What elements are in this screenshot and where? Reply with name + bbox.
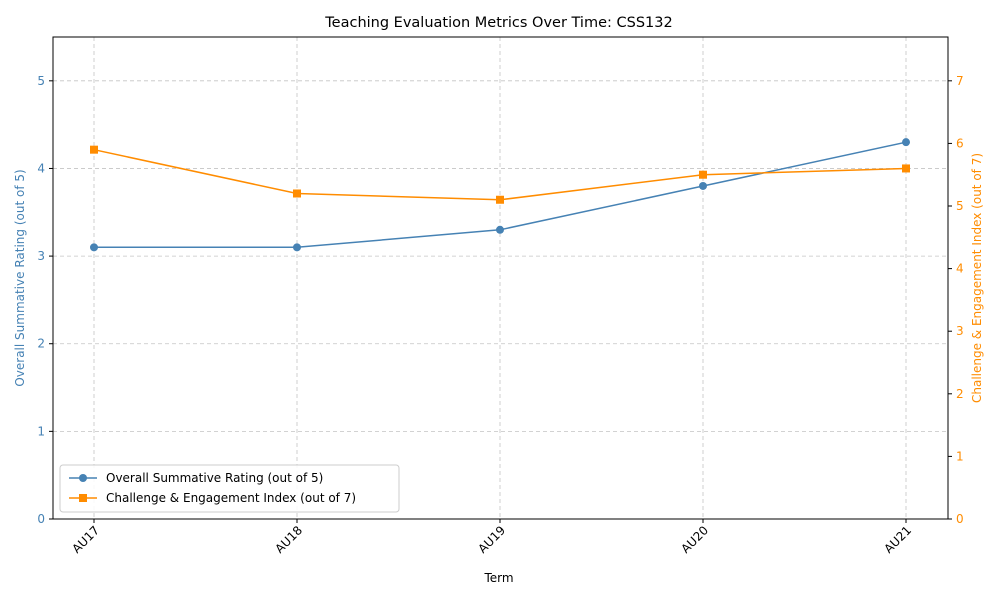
right-tick-label: 5 bbox=[956, 199, 964, 213]
right-tick-label: 2 bbox=[956, 387, 964, 401]
legend-label-rating: Overall Summative Rating (out of 5) bbox=[106, 471, 323, 485]
left-tick-label: 0 bbox=[37, 512, 45, 526]
right-tick-label: 4 bbox=[956, 262, 964, 276]
data-point-challenge bbox=[699, 170, 707, 179]
data-point-rating bbox=[699, 181, 707, 190]
x-tick-label: AU17 bbox=[69, 523, 102, 556]
right-axis: 0 1 2 3 4 5 6 7 bbox=[948, 74, 964, 526]
left-tick-label: 2 bbox=[37, 337, 45, 351]
data-point-rating bbox=[496, 225, 504, 234]
x-tick-label: AU21 bbox=[881, 523, 914, 556]
right-tick-label: 3 bbox=[956, 324, 964, 338]
legend-box bbox=[59, 464, 400, 513]
right-tick-label: 0 bbox=[956, 512, 964, 526]
data-point-challenge bbox=[293, 189, 301, 198]
data-point-rating bbox=[293, 243, 301, 252]
right-tick-label: 6 bbox=[956, 136, 964, 150]
data-point-challenge bbox=[496, 195, 504, 204]
right-tick-label: 7 bbox=[956, 74, 964, 88]
left-tick-label: 4 bbox=[37, 161, 45, 175]
x-axis-label: Term bbox=[483, 571, 513, 585]
left-axis: 0 1 2 3 4 5 bbox=[37, 74, 53, 526]
plot-frame bbox=[52, 36, 949, 520]
data-point-rating bbox=[90, 243, 98, 252]
x-tick-label: AU19 bbox=[475, 523, 508, 556]
data-point-challenge bbox=[90, 145, 98, 154]
x-tick-label: AU20 bbox=[678, 523, 711, 556]
legend-marker-rating bbox=[79, 474, 87, 482]
chart-title: Teaching Evaluation Metrics Over Time: C… bbox=[324, 15, 672, 31]
left-tick-label: 1 bbox=[37, 424, 45, 438]
x-axis: AU17 AU18 AU19 AU20 AU21 bbox=[69, 519, 914, 556]
series bbox=[90, 138, 910, 252]
right-axis-label: Challenge & Engagement Index (out of 7) bbox=[970, 153, 984, 403]
left-tick-label: 3 bbox=[37, 249, 45, 263]
grid bbox=[53, 37, 948, 519]
x-tick-label: AU18 bbox=[272, 523, 305, 556]
legend-marker-challenge bbox=[79, 494, 87, 502]
legend: Overall Summative Rating (out of 5) Chal… bbox=[59, 464, 400, 513]
legend-label-challenge: Challenge & Engagement Index (out of 7) bbox=[106, 491, 356, 505]
data-point-rating bbox=[902, 138, 910, 147]
data-point-challenge bbox=[902, 164, 910, 173]
left-tick-label: 5 bbox=[37, 74, 45, 88]
right-tick-label: 1 bbox=[956, 449, 964, 463]
left-axis-label: Overall Summative Rating (out of 5) bbox=[13, 169, 27, 386]
